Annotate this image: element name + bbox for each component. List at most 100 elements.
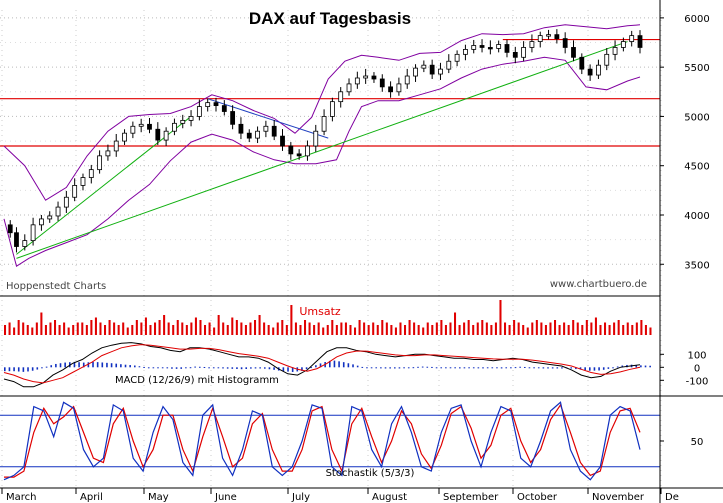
candle-body-59 <box>487 47 493 50</box>
candle-body-72 <box>596 64 601 76</box>
candle-body-13 <box>105 150 111 157</box>
macd-hist-bar-126 <box>589 367 591 371</box>
macd-hist-bar-23 <box>110 363 113 368</box>
volume-bar-142 <box>649 327 652 335</box>
macd-hist-bar-89 <box>417 366 419 368</box>
macd-hist-bar-34 <box>161 367 164 369</box>
macd-hist-bar-36 <box>171 367 173 369</box>
volume-bar-119 <box>544 325 547 335</box>
macd-hist-bar-73 <box>342 362 345 368</box>
macd-hist-bar-2 <box>13 367 15 372</box>
macd-hist-bar-129 <box>602 367 605 370</box>
macd-hist-bar-84 <box>394 367 396 369</box>
volume-bar-88 <box>404 325 407 335</box>
macd-hist-bar-92 <box>431 366 433 368</box>
volume-bar-63 <box>290 305 293 335</box>
macd-hist-bar-115 <box>537 367 540 369</box>
volume-bar-110 <box>504 322 507 335</box>
price-tick-label-1: 4000 <box>684 211 709 222</box>
volume-bar-87 <box>399 322 402 335</box>
candle-body-56 <box>463 49 468 55</box>
volume-bar-41 <box>190 322 193 335</box>
candle-body-54 <box>446 60 452 70</box>
volume-bar-84 <box>385 322 388 335</box>
macd-hist-bar-116 <box>542 367 545 369</box>
macd-signal-line <box>3 344 641 384</box>
volume-bar-18 <box>85 325 88 335</box>
volume-bar-126 <box>576 322 579 335</box>
volume-bar-33 <box>154 322 157 335</box>
volume-bar-106 <box>485 322 488 335</box>
volume-panel <box>4 300 652 335</box>
volume-bar-42 <box>194 317 197 335</box>
volume-bar-5 <box>26 325 29 335</box>
candle-body-1 <box>7 224 13 234</box>
volume-bar-32 <box>149 325 152 335</box>
volume-bar-54 <box>249 322 252 335</box>
volume-bar-23 <box>108 320 111 335</box>
candle-body-51 <box>421 64 427 69</box>
volume-bar-72 <box>331 320 334 335</box>
volume-bar-114 <box>522 325 525 335</box>
volume-bar-50 <box>231 317 234 335</box>
macd-hist-bar-46 <box>217 367 220 369</box>
macd-hist-bar-81 <box>380 367 382 369</box>
macd-tick-label-0: 100 <box>687 350 706 361</box>
volume-bar-68 <box>313 325 316 335</box>
candle-body-36 <box>296 153 302 157</box>
macd-hist-bar-77 <box>361 366 364 368</box>
volume-bar-30 <box>140 322 143 335</box>
candle-body-44 <box>363 75 369 79</box>
volume-bar-2 <box>13 327 16 335</box>
volume-bar-122 <box>558 325 561 335</box>
volume-bar-45 <box>208 322 211 335</box>
volume-bar-118 <box>540 322 543 335</box>
candle-body-75 <box>620 41 626 48</box>
candle-body-7 <box>55 206 61 217</box>
volume-bar-31 <box>144 317 147 335</box>
volume-title: Umsatz <box>299 305 341 318</box>
price-tick-label-5: 6000 <box>684 14 709 25</box>
macd-hist-bar-113 <box>528 367 531 369</box>
macd-hist-bar-56 <box>264 367 266 369</box>
trendline-down-blue <box>207 98 329 139</box>
macd-hist-bar-37 <box>175 367 178 369</box>
candle-body-45 <box>371 75 377 80</box>
volume-bar-135 <box>617 320 620 335</box>
volume-bar-99 <box>454 312 457 335</box>
volume-bar-77 <box>354 327 357 335</box>
macd-hist-bar-51 <box>240 367 243 370</box>
candle-body-39 <box>321 116 327 132</box>
month-label-6: September <box>443 492 499 503</box>
month-label-3: June <box>214 492 237 503</box>
macd-hist-bar-76 <box>356 365 359 368</box>
price-panel <box>0 24 660 267</box>
macd-hist-bar-93 <box>435 367 438 369</box>
macd-hist-bar-91 <box>426 366 429 368</box>
candle-body-6 <box>47 215 53 220</box>
volume-bar-53 <box>244 325 247 335</box>
macd-hist-bar-106 <box>496 367 498 369</box>
candle-body-48 <box>396 83 402 93</box>
volume-bar-140 <box>640 320 643 335</box>
macd-hist-bar-10 <box>50 365 53 368</box>
macd-hist-bar-28 <box>134 365 136 368</box>
volume-bar-123 <box>563 322 566 335</box>
candle-body-73 <box>604 53 610 66</box>
volume-bar-46 <box>213 327 216 335</box>
volume-bar-125 <box>572 320 575 335</box>
macd-hist-bar-83 <box>389 367 391 369</box>
macd-hist-bar-74 <box>347 363 350 368</box>
volume-bar-27 <box>126 327 129 335</box>
macd-hist-bar-118 <box>551 367 554 369</box>
source-right-label: www.chartbuero.de <box>550 279 647 290</box>
volume-bar-136 <box>622 325 625 335</box>
volume-bar-14 <box>67 327 70 335</box>
candle-body-41 <box>338 91 344 103</box>
macd-hist-bar-67 <box>315 365 317 368</box>
candle-body-23 <box>188 116 194 121</box>
candle-body-52 <box>429 64 435 75</box>
